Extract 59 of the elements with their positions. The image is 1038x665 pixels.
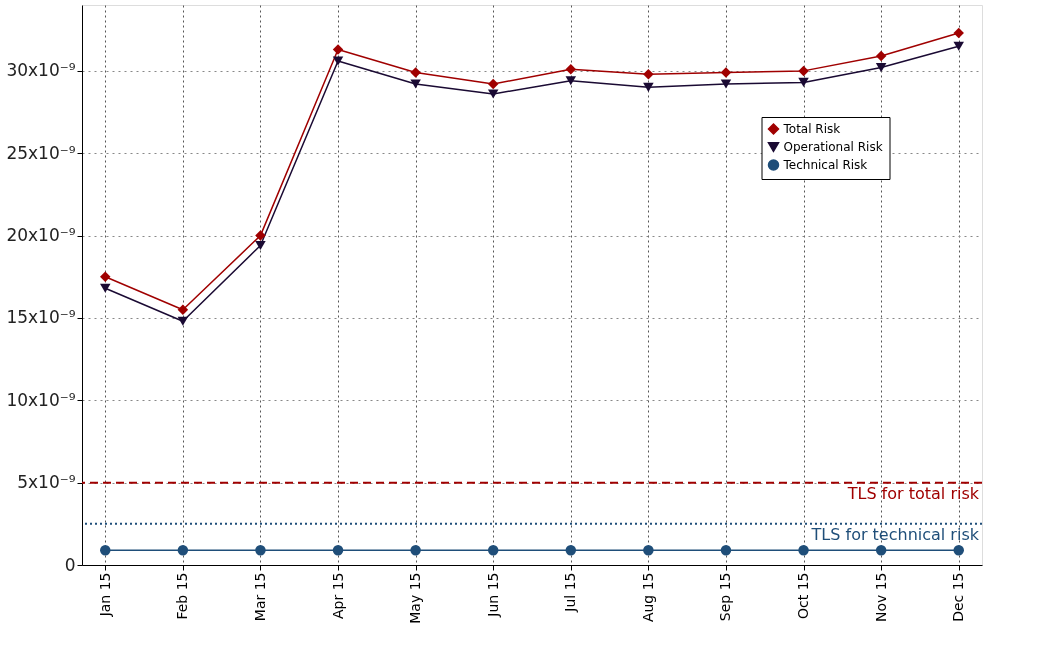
legend-label: Technical Risk bbox=[782, 158, 868, 172]
y-tick-label: 15x10⁻⁹ bbox=[6, 307, 76, 328]
point bbox=[875, 544, 887, 556]
point bbox=[643, 544, 654, 556]
x-tick-label: Jul 15 bbox=[562, 572, 579, 613]
point bbox=[177, 316, 189, 326]
x-tick-label: Jun 15 bbox=[484, 572, 501, 618]
point bbox=[720, 79, 732, 89]
point bbox=[953, 544, 964, 556]
x-tick-label: Nov 15 bbox=[872, 572, 889, 623]
point bbox=[255, 544, 266, 556]
y-tick-label: 5x10⁻⁹ bbox=[17, 472, 76, 493]
point bbox=[643, 68, 654, 80]
ref-line-label: TLS for total risk bbox=[846, 483, 980, 503]
point bbox=[410, 67, 421, 78]
point bbox=[100, 544, 111, 556]
y-tick-label: 0 bbox=[64, 554, 76, 575]
point bbox=[487, 544, 499, 556]
point bbox=[953, 27, 964, 39]
point bbox=[565, 544, 577, 556]
x-tick-label: Jan 15 bbox=[96, 572, 113, 618]
point bbox=[798, 65, 809, 77]
x-tick-label: Feb 15 bbox=[174, 572, 191, 620]
x-tick-label: Mar 15 bbox=[251, 572, 268, 622]
point bbox=[720, 544, 732, 556]
point bbox=[798, 544, 809, 556]
point bbox=[953, 41, 964, 51]
point bbox=[720, 67, 732, 78]
point bbox=[410, 544, 421, 556]
point bbox=[177, 544, 189, 556]
point bbox=[875, 50, 887, 62]
point bbox=[798, 77, 809, 87]
y-tick-label: 20x10⁻⁹ bbox=[6, 225, 76, 246]
x-tick-label: Oct 15 bbox=[795, 572, 812, 619]
point bbox=[255, 240, 266, 251]
legend-label: Total Risk bbox=[782, 122, 841, 136]
point bbox=[255, 230, 266, 241]
point bbox=[100, 283, 111, 293]
point bbox=[643, 82, 654, 92]
x-tick-label: Sep 15 bbox=[717, 572, 734, 622]
point bbox=[487, 89, 499, 99]
y-tick-label: 30x10⁻⁹ bbox=[6, 60, 76, 81]
point bbox=[565, 63, 577, 75]
point bbox=[332, 56, 344, 66]
x-tick-label: Apr 15 bbox=[329, 572, 346, 619]
point bbox=[875, 63, 887, 73]
point bbox=[100, 271, 111, 283]
x-tick-label: Dec 15 bbox=[950, 572, 967, 622]
point bbox=[565, 76, 577, 86]
point bbox=[332, 44, 344, 55]
x-tick-label: May 15 bbox=[407, 572, 424, 624]
point bbox=[332, 544, 344, 556]
point bbox=[177, 304, 189, 315]
y-tick-label: 10x10⁻⁹ bbox=[6, 389, 76, 410]
x-tick-label: Aug 15 bbox=[639, 572, 656, 623]
y-tick-label: 25x10⁻⁹ bbox=[6, 142, 76, 163]
point bbox=[487, 78, 499, 90]
ref-line-label: TLS for technical risk bbox=[810, 524, 980, 544]
legend-label: Operational Risk bbox=[783, 140, 883, 154]
